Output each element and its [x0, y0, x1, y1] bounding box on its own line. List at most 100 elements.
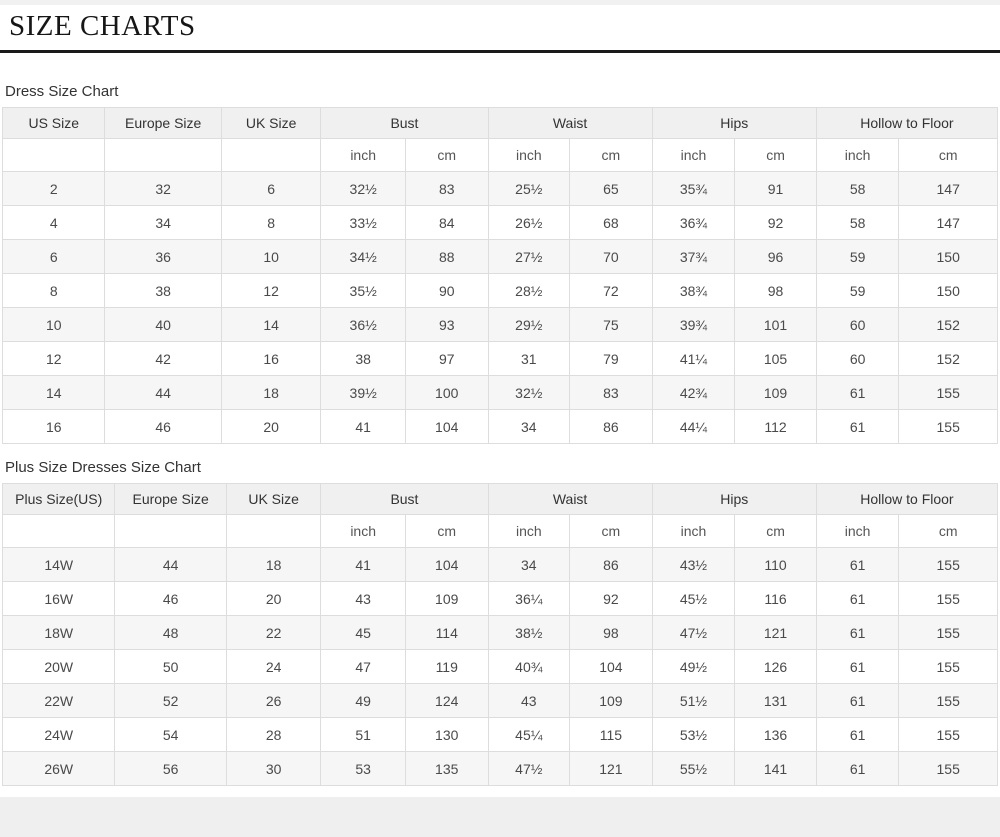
table-cell: 24: [225, 649, 322, 684]
unit-header-empty: [1, 514, 116, 548]
table-cell: 91: [734, 171, 817, 206]
table-cell: 32½: [320, 171, 406, 206]
table-cell: 70: [569, 239, 653, 274]
table-row: 18W 48 22 45 114 38½ 98 47½ 121 61 155: [1, 615, 998, 650]
table-cell: 51: [320, 717, 406, 752]
table-cell: 68: [569, 205, 653, 240]
table-cell: 105: [734, 341, 817, 376]
table-cell: 18W: [1, 615, 116, 650]
table-cell: 115: [569, 717, 653, 752]
table-cell: 16: [220, 341, 322, 376]
table-cell: 8: [220, 205, 322, 240]
table-cell: 12: [220, 273, 322, 308]
table-cell: 61: [815, 547, 900, 582]
header-row: US Size Europe Size UK Size Bust Waist Hips Ho…: [1, 107, 999, 139]
table-cell: 126: [734, 649, 817, 684]
table-cell: 150: [898, 239, 998, 274]
header-row: Plus Size(US) Europe Size UK Size Bust Waist…: [1, 483, 999, 515]
table-cell: 38: [104, 273, 222, 308]
column-header-europe-size: Europe Size: [114, 483, 227, 515]
unit-header-inch: inch: [651, 138, 736, 172]
table-cell: 61: [815, 581, 900, 616]
table-cell: 16W: [1, 581, 116, 616]
table-cell: 50: [114, 649, 227, 684]
table-row: 4 34 8 33½ 84 26½ 68 36¾ 92 58 147: [1, 205, 998, 240]
table-cell: 49: [320, 683, 406, 718]
table-cell: 22W: [1, 683, 116, 718]
table-cell: 39½: [320, 375, 406, 410]
unit-header-empty: [220, 138, 322, 172]
table-cell: 32: [104, 171, 222, 206]
table-cell: 44¼: [651, 409, 736, 444]
table-cell: 147: [898, 205, 998, 240]
footer-strip: [0, 797, 1000, 837]
column-header-uk-size: UK Size: [220, 107, 322, 139]
unit-header-cm: cm: [898, 514, 998, 548]
table-cell: 38: [320, 341, 406, 376]
title-divider: [0, 50, 1000, 53]
table-cell: 54: [114, 717, 227, 752]
table-cell: 29½: [487, 307, 571, 342]
table-cell: 20W: [1, 649, 116, 684]
table-cell: 41¼: [651, 341, 736, 376]
table-cell: 93: [404, 307, 489, 342]
table-cell: 155: [898, 547, 998, 582]
table-cell: 46: [104, 409, 222, 444]
table-cell: 6: [1, 239, 106, 274]
table-cell: 41: [320, 547, 406, 582]
table-cell: 79: [569, 341, 653, 376]
unit-header-cm: cm: [734, 138, 817, 172]
unit-header-empty: [114, 514, 227, 548]
table-row: 14 44 18 39½ 100 32½ 83 42¾ 109 61 155: [1, 375, 998, 410]
unit-row: inch cm inch cm inch cm inch cm: [1, 514, 998, 548]
table-cell: 100: [404, 375, 489, 410]
table-cell: 65: [569, 171, 653, 206]
table-row: 14W 44 18 41 104 34 86 43½ 110 61 155: [1, 547, 998, 582]
table-cell: 83: [569, 375, 653, 410]
table-cell: 59: [815, 273, 900, 308]
table-cell: 86: [569, 409, 653, 444]
table-cell: 88: [404, 239, 489, 274]
table-cell: 86: [569, 547, 653, 582]
table-cell: 53: [320, 751, 406, 786]
table-cell: 36¼: [487, 581, 571, 616]
table-cell: 131: [734, 683, 817, 718]
unit-header-cm: cm: [569, 138, 653, 172]
table-cell: 45½: [651, 581, 736, 616]
table-cell: 60: [815, 341, 900, 376]
table-cell: 52: [114, 683, 227, 718]
table-cell: 27½: [487, 239, 571, 274]
table-cell: 155: [898, 683, 998, 718]
unit-header-inch: inch: [815, 138, 900, 172]
table-cell: 155: [898, 717, 998, 752]
unit-row: inch cm inch cm inch cm inch cm: [1, 138, 998, 172]
table-cell: 36: [104, 239, 222, 274]
table-cell: 10: [1, 307, 106, 342]
table-cell: 40¾: [487, 649, 571, 684]
table-cell: 61: [815, 649, 900, 684]
unit-header-cm: cm: [734, 514, 817, 548]
unit-header-cm: cm: [404, 514, 489, 548]
page-header: SIZE CHARTS: [0, 10, 1000, 53]
table-cell: 34: [487, 409, 571, 444]
table-cell: 14: [220, 307, 322, 342]
unit-header-empty: [104, 138, 222, 172]
table-cell: 30: [225, 751, 322, 786]
table-cell: 121: [734, 615, 817, 650]
column-header-bust: Bust: [320, 107, 489, 139]
table-row: 8 38 12 35½ 90 28½ 72 38¾ 98 59 150: [1, 273, 998, 308]
table-cell: 124: [404, 683, 489, 718]
table-cell: 28: [225, 717, 322, 752]
table-cell: 121: [569, 751, 653, 786]
table-cell: 18: [225, 547, 322, 582]
table-cell: 84: [404, 205, 489, 240]
table-cell: 61: [815, 615, 900, 650]
table-row: 12 42 16 38 97 31 79 41¼ 105 60 152: [1, 341, 998, 376]
table-cell: 8: [1, 273, 106, 308]
table-cell: 34: [104, 205, 222, 240]
table-cell: 45: [320, 615, 406, 650]
unit-header-empty: [1, 138, 106, 172]
table-cell: 41: [320, 409, 406, 444]
table-cell: 92: [569, 581, 653, 616]
table-cell: 33½: [320, 205, 406, 240]
